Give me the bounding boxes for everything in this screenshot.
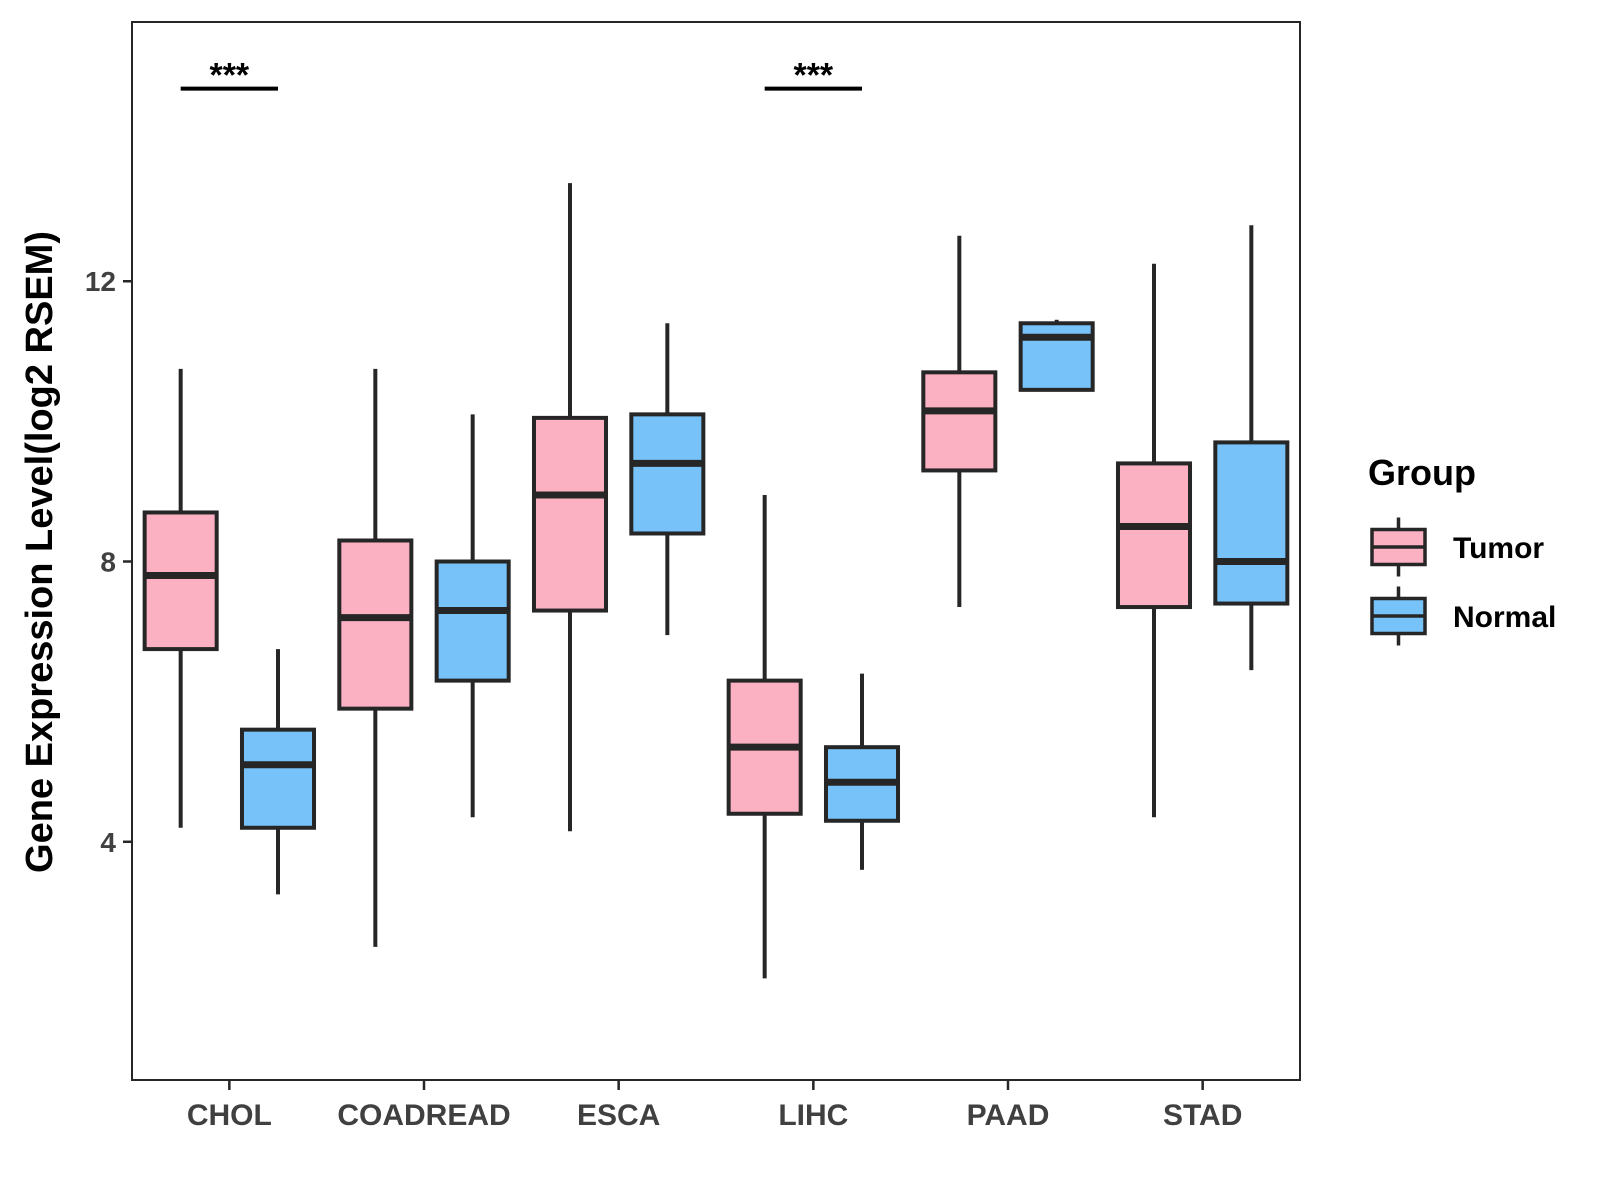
box-body-chol-normal	[239, 727, 317, 830]
box-esca-normal	[629, 323, 706, 636]
box-paad-normal	[1018, 319, 1095, 392]
plot-area: *** *** 4 8 12 CHOL COADREAD ESCA LIHC PAAD STAD	[85, 21, 1301, 1132]
legend-item-tumor: Tumor	[1370, 517, 1544, 577]
x-tick-label-stad: STAD	[1163, 1099, 1242, 1132]
x-tick-label-esca: ESCA	[577, 1099, 660, 1132]
box-coadread-normal	[434, 414, 511, 818]
box-paad-tumor	[921, 235, 998, 608]
box-lihc-tumor	[726, 494, 803, 979]
x-tick-label-lihc: LIHC	[778, 1099, 848, 1132]
legend-label-tumor: Tumor	[1453, 532, 1544, 565]
legend: Group Tumor Normal	[1368, 452, 1556, 646]
x-tick-label-coadread: COADREAD	[337, 1099, 510, 1132]
box-body-paad-normal	[1018, 321, 1095, 392]
legend-label-normal: Normal	[1453, 601, 1556, 634]
y-axis-title: Gene Expression Level(log2 RSEM)	[19, 231, 61, 873]
y-tick-label-8: 8	[100, 547, 116, 578]
box-lihc-normal	[823, 673, 901, 870]
box-body-paad-tumor	[921, 370, 998, 473]
significance-label-chol: ***	[209, 57, 249, 95]
box-body-esca-tumor	[531, 415, 609, 613]
box-stad-tumor	[1115, 263, 1193, 818]
x-tick-label-chol: CHOL	[187, 1099, 272, 1132]
x-tick-label-paad: PAAD	[967, 1099, 1050, 1132]
plot-panel-border	[131, 21, 1301, 1081]
box-stad-normal	[1213, 225, 1290, 671]
box-esca-tumor	[531, 183, 609, 832]
box-coadread-tumor	[337, 368, 414, 947]
legend-item-normal: Normal	[1370, 586, 1556, 646]
box-chol-tumor	[142, 368, 219, 828]
box-body-esca-normal	[629, 412, 706, 536]
significance-label-lihc: ***	[793, 57, 833, 95]
box-body-stad-tumor	[1115, 461, 1193, 610]
box-body-coadread-normal	[434, 559, 511, 683]
y-tick-label-4: 4	[100, 827, 116, 858]
legend-title: Group	[1368, 452, 1476, 493]
box-body-chol-tumor	[142, 510, 219, 652]
box-chol-normal	[239, 649, 317, 895]
box-body-stad-normal	[1213, 440, 1290, 606]
box-body-coadread-tumor	[337, 538, 414, 711]
y-tick-label-12: 12	[85, 266, 116, 297]
